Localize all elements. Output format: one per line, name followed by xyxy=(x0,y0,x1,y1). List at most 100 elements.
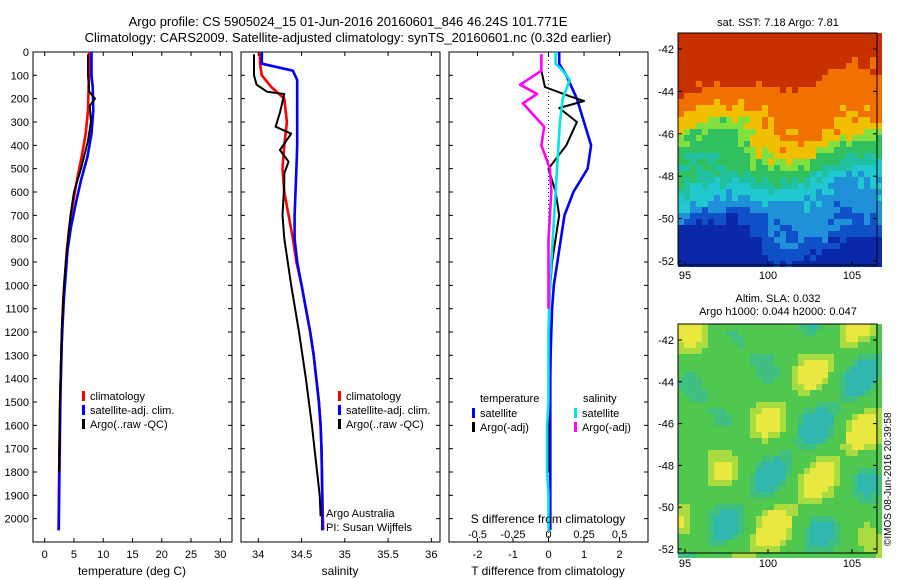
sla-cell xyxy=(732,486,738,492)
sst-cell xyxy=(858,39,864,45)
sst-cell xyxy=(684,153,690,159)
series-line-3 xyxy=(518,54,553,309)
sla-cell xyxy=(864,390,870,396)
sla-cell xyxy=(750,522,756,528)
sla-cell xyxy=(696,414,702,420)
sst-cell xyxy=(678,33,684,39)
sst-cell xyxy=(858,201,864,207)
sst-cell xyxy=(816,123,822,129)
sst-cell xyxy=(816,111,822,117)
sst-cell xyxy=(858,219,864,225)
sla-cell xyxy=(870,390,876,396)
sla-cell xyxy=(834,420,840,426)
sla-cell xyxy=(774,420,780,426)
sst-cell xyxy=(792,255,798,261)
sla-cell xyxy=(822,426,828,432)
sla-cell xyxy=(708,474,714,480)
sla-cell xyxy=(774,522,780,528)
sla-cell xyxy=(798,516,804,522)
sla-cell xyxy=(684,552,690,558)
sst-cell xyxy=(720,183,726,189)
sst-cell xyxy=(780,177,786,183)
sst-cell xyxy=(858,189,864,195)
sst-cell xyxy=(690,63,696,69)
sst-cell xyxy=(822,81,828,87)
sla-cell xyxy=(876,468,882,474)
sla-cell xyxy=(690,450,696,456)
sla-cell xyxy=(834,462,840,468)
sst-cell xyxy=(834,87,840,93)
sst-cell xyxy=(774,33,780,39)
sst-cell xyxy=(846,111,852,117)
legend-label: satellite xyxy=(582,408,619,420)
sst-cell xyxy=(690,237,696,243)
sla-cell xyxy=(702,522,708,528)
sla-cell xyxy=(834,408,840,414)
sst-cell xyxy=(768,195,774,201)
sst-cell xyxy=(810,189,816,195)
sst-cell xyxy=(828,75,834,81)
sst-cell xyxy=(846,183,852,189)
sla-cell xyxy=(732,444,738,450)
sst-cell xyxy=(774,39,780,45)
sst-cell xyxy=(792,135,798,141)
sla-cell xyxy=(804,336,810,342)
sst-cell xyxy=(810,237,816,243)
sst-cell xyxy=(786,99,792,105)
sst-cell xyxy=(876,63,882,69)
sst-cell xyxy=(864,213,870,219)
sla-cell xyxy=(732,480,738,486)
sla-cell xyxy=(714,480,720,486)
sst-cell xyxy=(810,201,816,207)
sst-cell xyxy=(732,57,738,63)
sla-cell xyxy=(870,324,876,330)
series-line-2 xyxy=(545,52,572,531)
sla-cell xyxy=(804,366,810,372)
sla-cell xyxy=(684,522,690,528)
sla-cell xyxy=(678,402,684,408)
sst-cell xyxy=(828,219,834,225)
sla-cell xyxy=(792,324,798,330)
sst-cell xyxy=(708,45,714,51)
sla-cell xyxy=(714,468,720,474)
sla-cell xyxy=(792,516,798,522)
x-tick-label: 35.5 xyxy=(377,549,398,561)
sla-cell xyxy=(828,498,834,504)
sla-cell xyxy=(834,348,840,354)
sla-cell xyxy=(726,432,732,438)
sla-map-title-2: Argo h1000: 0.044 h2000: 0.047 xyxy=(699,306,857,318)
sla-cell xyxy=(768,354,774,360)
sst-cell xyxy=(756,159,762,165)
sla-cell xyxy=(708,450,714,456)
sla-cell xyxy=(846,342,852,348)
sst-cell xyxy=(870,177,876,183)
sla-cell xyxy=(786,546,792,552)
sla-cell xyxy=(720,546,726,552)
sst-cell xyxy=(696,123,702,129)
sst-cell xyxy=(762,207,768,213)
sst-cell xyxy=(840,261,846,267)
sla-cell xyxy=(816,348,822,354)
sla-cell xyxy=(720,390,726,396)
sla-cell xyxy=(720,516,726,522)
sla-cell xyxy=(732,342,738,348)
sla-cell xyxy=(726,420,732,426)
sla-cell xyxy=(858,462,864,468)
sst-cell xyxy=(852,135,858,141)
sla-cell xyxy=(756,408,762,414)
sst-cell xyxy=(828,99,834,105)
sst-cell xyxy=(870,39,876,45)
sla-cell xyxy=(870,492,876,498)
sla-cell xyxy=(774,492,780,498)
sst-cell xyxy=(828,93,834,99)
sla-cell xyxy=(786,480,792,486)
sla-cell xyxy=(774,360,780,366)
sla-cell xyxy=(744,414,750,420)
sla-cell xyxy=(864,534,870,540)
sst-cell xyxy=(738,219,744,225)
sla-cell xyxy=(870,486,876,492)
x-tick-label: 30 xyxy=(214,549,226,561)
sla-cell xyxy=(864,420,870,426)
sst-cell xyxy=(846,129,852,135)
sst-cell xyxy=(768,243,774,249)
